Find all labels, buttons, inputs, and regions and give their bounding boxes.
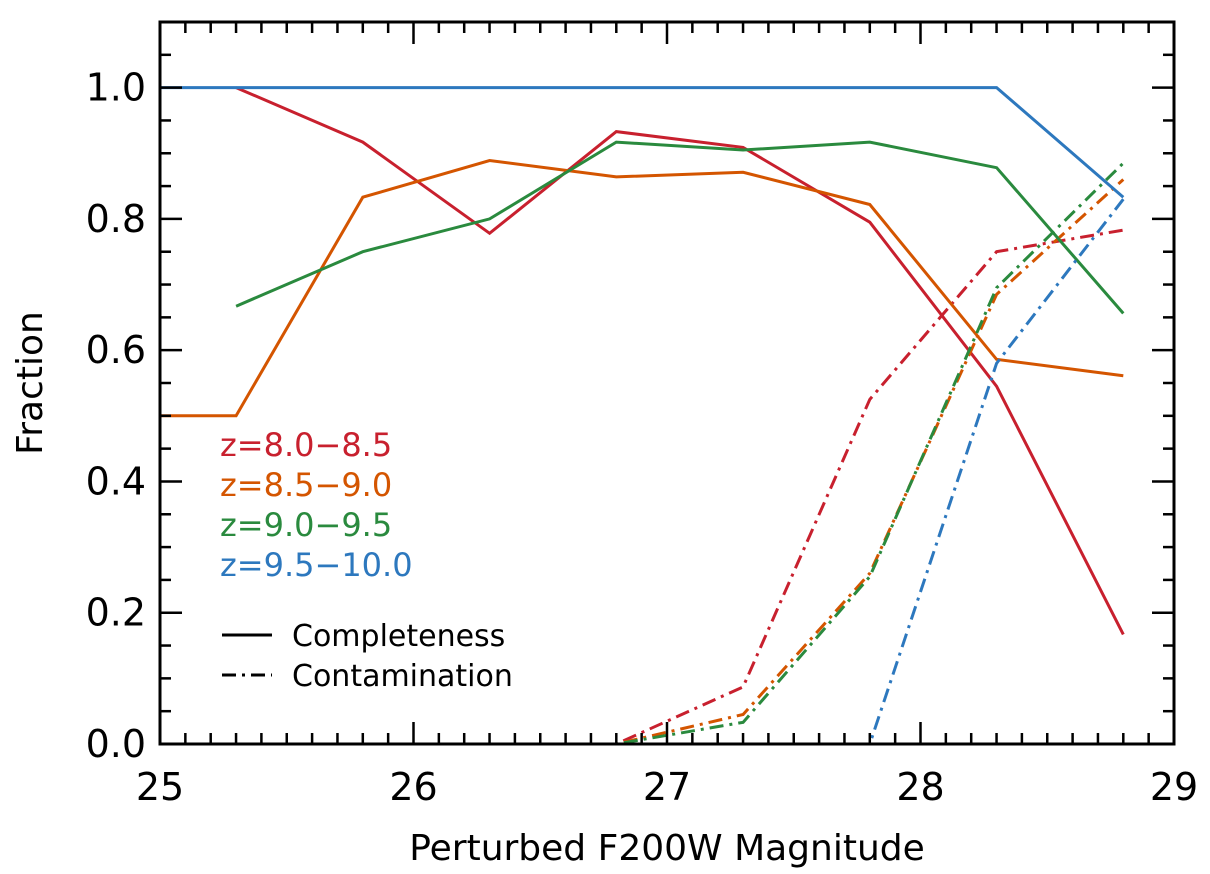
x-tick-label: 28: [896, 765, 944, 809]
y-tick-label: 0.8: [86, 197, 146, 241]
x-tick-label: 27: [643, 765, 691, 809]
x-axis-title: Perturbed F200W Magnitude: [409, 828, 925, 869]
legend-series-label-2: z=9.0−9.5: [220, 506, 392, 544]
legend-series-label-1: z=8.5−9.0: [220, 466, 392, 504]
legend-series-label-3: z=9.5−10.0: [220, 546, 413, 584]
y-tick-label: 0.6: [86, 328, 146, 372]
legend-style-label: Contamination: [292, 659, 513, 694]
y-tick-label: 0.0: [86, 722, 146, 766]
y-axis-title: Fraction: [10, 311, 51, 455]
x-tick-label: 26: [389, 765, 437, 809]
legend-series-label-0: z=8.0−8.5: [220, 426, 392, 464]
completeness-line-series-1: [160, 158, 1124, 418]
x-tick-label: 29: [1150, 765, 1198, 809]
y-tick-label: 0.4: [86, 459, 146, 503]
completeness-line-series-0: [235, 86, 1125, 636]
y-tick-label: 1.0: [86, 66, 146, 110]
ticks-layer: [158, 20, 1176, 746]
labels-layer: 25 26 27 28 29 0.0 0.2 0.4 0.6 0.8 1.0: [86, 66, 1199, 809]
legend: z=8.0−8.5z=8.5−9.0z=9.0−9.5z=9.5−10.0 Com…: [220, 426, 513, 694]
legend-style-label: Completeness: [292, 619, 505, 654]
completeness-line-series-3: [160, 86, 1125, 199]
y-tick-label: 0.2: [86, 591, 146, 635]
x-tick-label: 25: [136, 765, 184, 809]
completeness-line-series-2: [235, 140, 1125, 315]
